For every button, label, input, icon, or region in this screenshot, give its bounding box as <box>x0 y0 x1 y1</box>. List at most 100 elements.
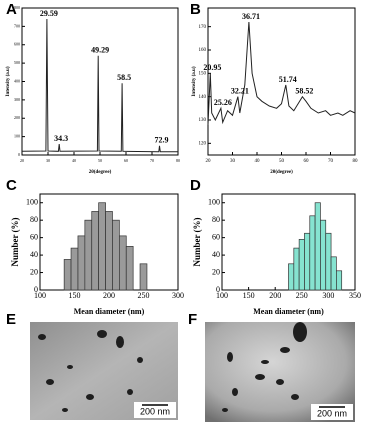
x-axis-label: 2θ(degree) <box>270 170 293 175</box>
y-tick-label: 120 <box>199 141 207 146</box>
histogram-bar <box>325 232 332 291</box>
x-axis-label: 2θ(degree) <box>89 170 112 175</box>
y-axis-label: Intensity (a.u) <box>6 66 11 96</box>
y-tick-label: 400 <box>14 78 20 83</box>
histogram-bar <box>298 239 305 291</box>
y-tick-label: 800 <box>14 5 20 10</box>
x-tick-label: 350 <box>349 291 361 300</box>
x-tick-label: 40 <box>255 159 261 164</box>
plot-frame <box>21 7 179 156</box>
y-tick-label: 80 <box>30 215 38 224</box>
x-tick-label: 40 <box>72 158 76 163</box>
x-tick-label: 150 <box>243 291 255 300</box>
y-tick-label: 130 <box>199 118 207 123</box>
peak-label: 58.52 <box>295 86 313 95</box>
xrd-line <box>207 21 356 125</box>
x-tick-label: 60 <box>304 159 310 164</box>
histogram-bar <box>139 263 148 291</box>
particle <box>116 336 124 348</box>
histogram-bar <box>309 215 316 291</box>
y-tick-label: 80 <box>212 215 220 224</box>
particle <box>46 379 54 385</box>
particle <box>255 374 265 380</box>
histogram-bar <box>125 246 134 291</box>
x-tick-label: 70 <box>150 158 154 163</box>
x-tick-label: 50 <box>98 158 102 163</box>
y-tick-label: 0 <box>34 285 38 294</box>
particle <box>227 352 233 362</box>
peak-label: 29.59 <box>40 9 58 18</box>
x-tick-label: 30 <box>230 159 236 164</box>
y-axis-label: Intensity (a.u) <box>192 66 197 96</box>
y-tick-label: 40 <box>30 250 38 259</box>
x-tick-label: 250 <box>138 291 150 300</box>
y-tick-label: 0 <box>18 152 20 157</box>
x-tick-label: 30 <box>46 158 50 163</box>
scale-bar-box <box>134 402 176 418</box>
y-tick-label: 60 <box>212 232 220 241</box>
peak-label: 51.74 <box>279 75 297 84</box>
histogram-bar <box>77 235 86 291</box>
histogram-bar <box>288 263 295 291</box>
x-tick-label: 20 <box>20 158 24 163</box>
panel-label: A <box>6 1 17 18</box>
particle <box>261 360 269 364</box>
x-tick-label: 50 <box>279 159 285 164</box>
peak-label: 32.21 <box>231 86 249 95</box>
x-tick-label: 200 <box>103 291 115 300</box>
particle <box>280 347 290 353</box>
histogram-bar <box>304 232 311 291</box>
histogram-bar <box>293 247 300 291</box>
x-tick-label: 60 <box>124 158 128 163</box>
histogram-bar <box>91 211 100 291</box>
histogram-bar <box>112 219 120 291</box>
x-tick-label: 200 <box>269 291 281 300</box>
histogram-bar <box>118 235 127 291</box>
y-tick-label: 100 <box>26 198 38 207</box>
x-tick-label: 100 <box>216 291 228 300</box>
y-tick-label: 100 <box>208 198 220 207</box>
particle <box>62 408 68 412</box>
peak-label: 58.5 <box>117 73 131 82</box>
y-tick-label: 150 <box>199 71 207 76</box>
y-tick-label: 160 <box>199 48 207 53</box>
peak-label: 72.9 <box>155 136 169 145</box>
particle <box>97 330 107 338</box>
histogram-bar <box>105 211 113 291</box>
panel-label: D <box>190 177 201 194</box>
x-tick-label: 80 <box>353 159 359 164</box>
scale-bar-box <box>311 404 353 420</box>
histogram-bar <box>320 219 327 291</box>
x-axis-label: Mean diameter (nm) <box>74 307 145 316</box>
scale-bar-label: 200 nm <box>140 406 170 416</box>
x-tick-label: 80 <box>176 158 180 163</box>
scale-bar-label: 200 nm <box>317 408 347 418</box>
y-tick-label: 140 <box>199 95 207 100</box>
x-tick-label: 250 <box>296 291 308 300</box>
histogram-bar <box>84 219 93 291</box>
x-tick-label: 300 <box>172 291 184 300</box>
y-tick-label: 500 <box>14 60 20 65</box>
peak-label: 20.95 <box>203 63 221 72</box>
xrd-line <box>21 18 178 153</box>
y-tick-label: 40 <box>212 250 220 259</box>
panel-label: F <box>188 311 197 328</box>
particle <box>38 334 46 340</box>
y-axis-label: Number (%) <box>10 217 20 266</box>
panel-label: B <box>190 1 201 18</box>
particle <box>276 379 284 385</box>
particle <box>222 408 228 412</box>
y-tick-label: 700 <box>14 23 20 28</box>
y-tick-label: 60 <box>30 232 38 241</box>
x-axis-label: Mean diameter (nm) <box>253 307 324 316</box>
histogram-bar <box>63 259 72 291</box>
particle <box>137 357 143 363</box>
histogram-bar <box>98 202 106 291</box>
y-tick-label: 20 <box>30 267 38 276</box>
y-tick-label: 0 <box>216 285 220 294</box>
particle <box>86 394 94 400</box>
peak-label: 36.71 <box>242 12 260 21</box>
y-tick-label: 170 <box>199 25 207 30</box>
particle <box>293 322 307 342</box>
